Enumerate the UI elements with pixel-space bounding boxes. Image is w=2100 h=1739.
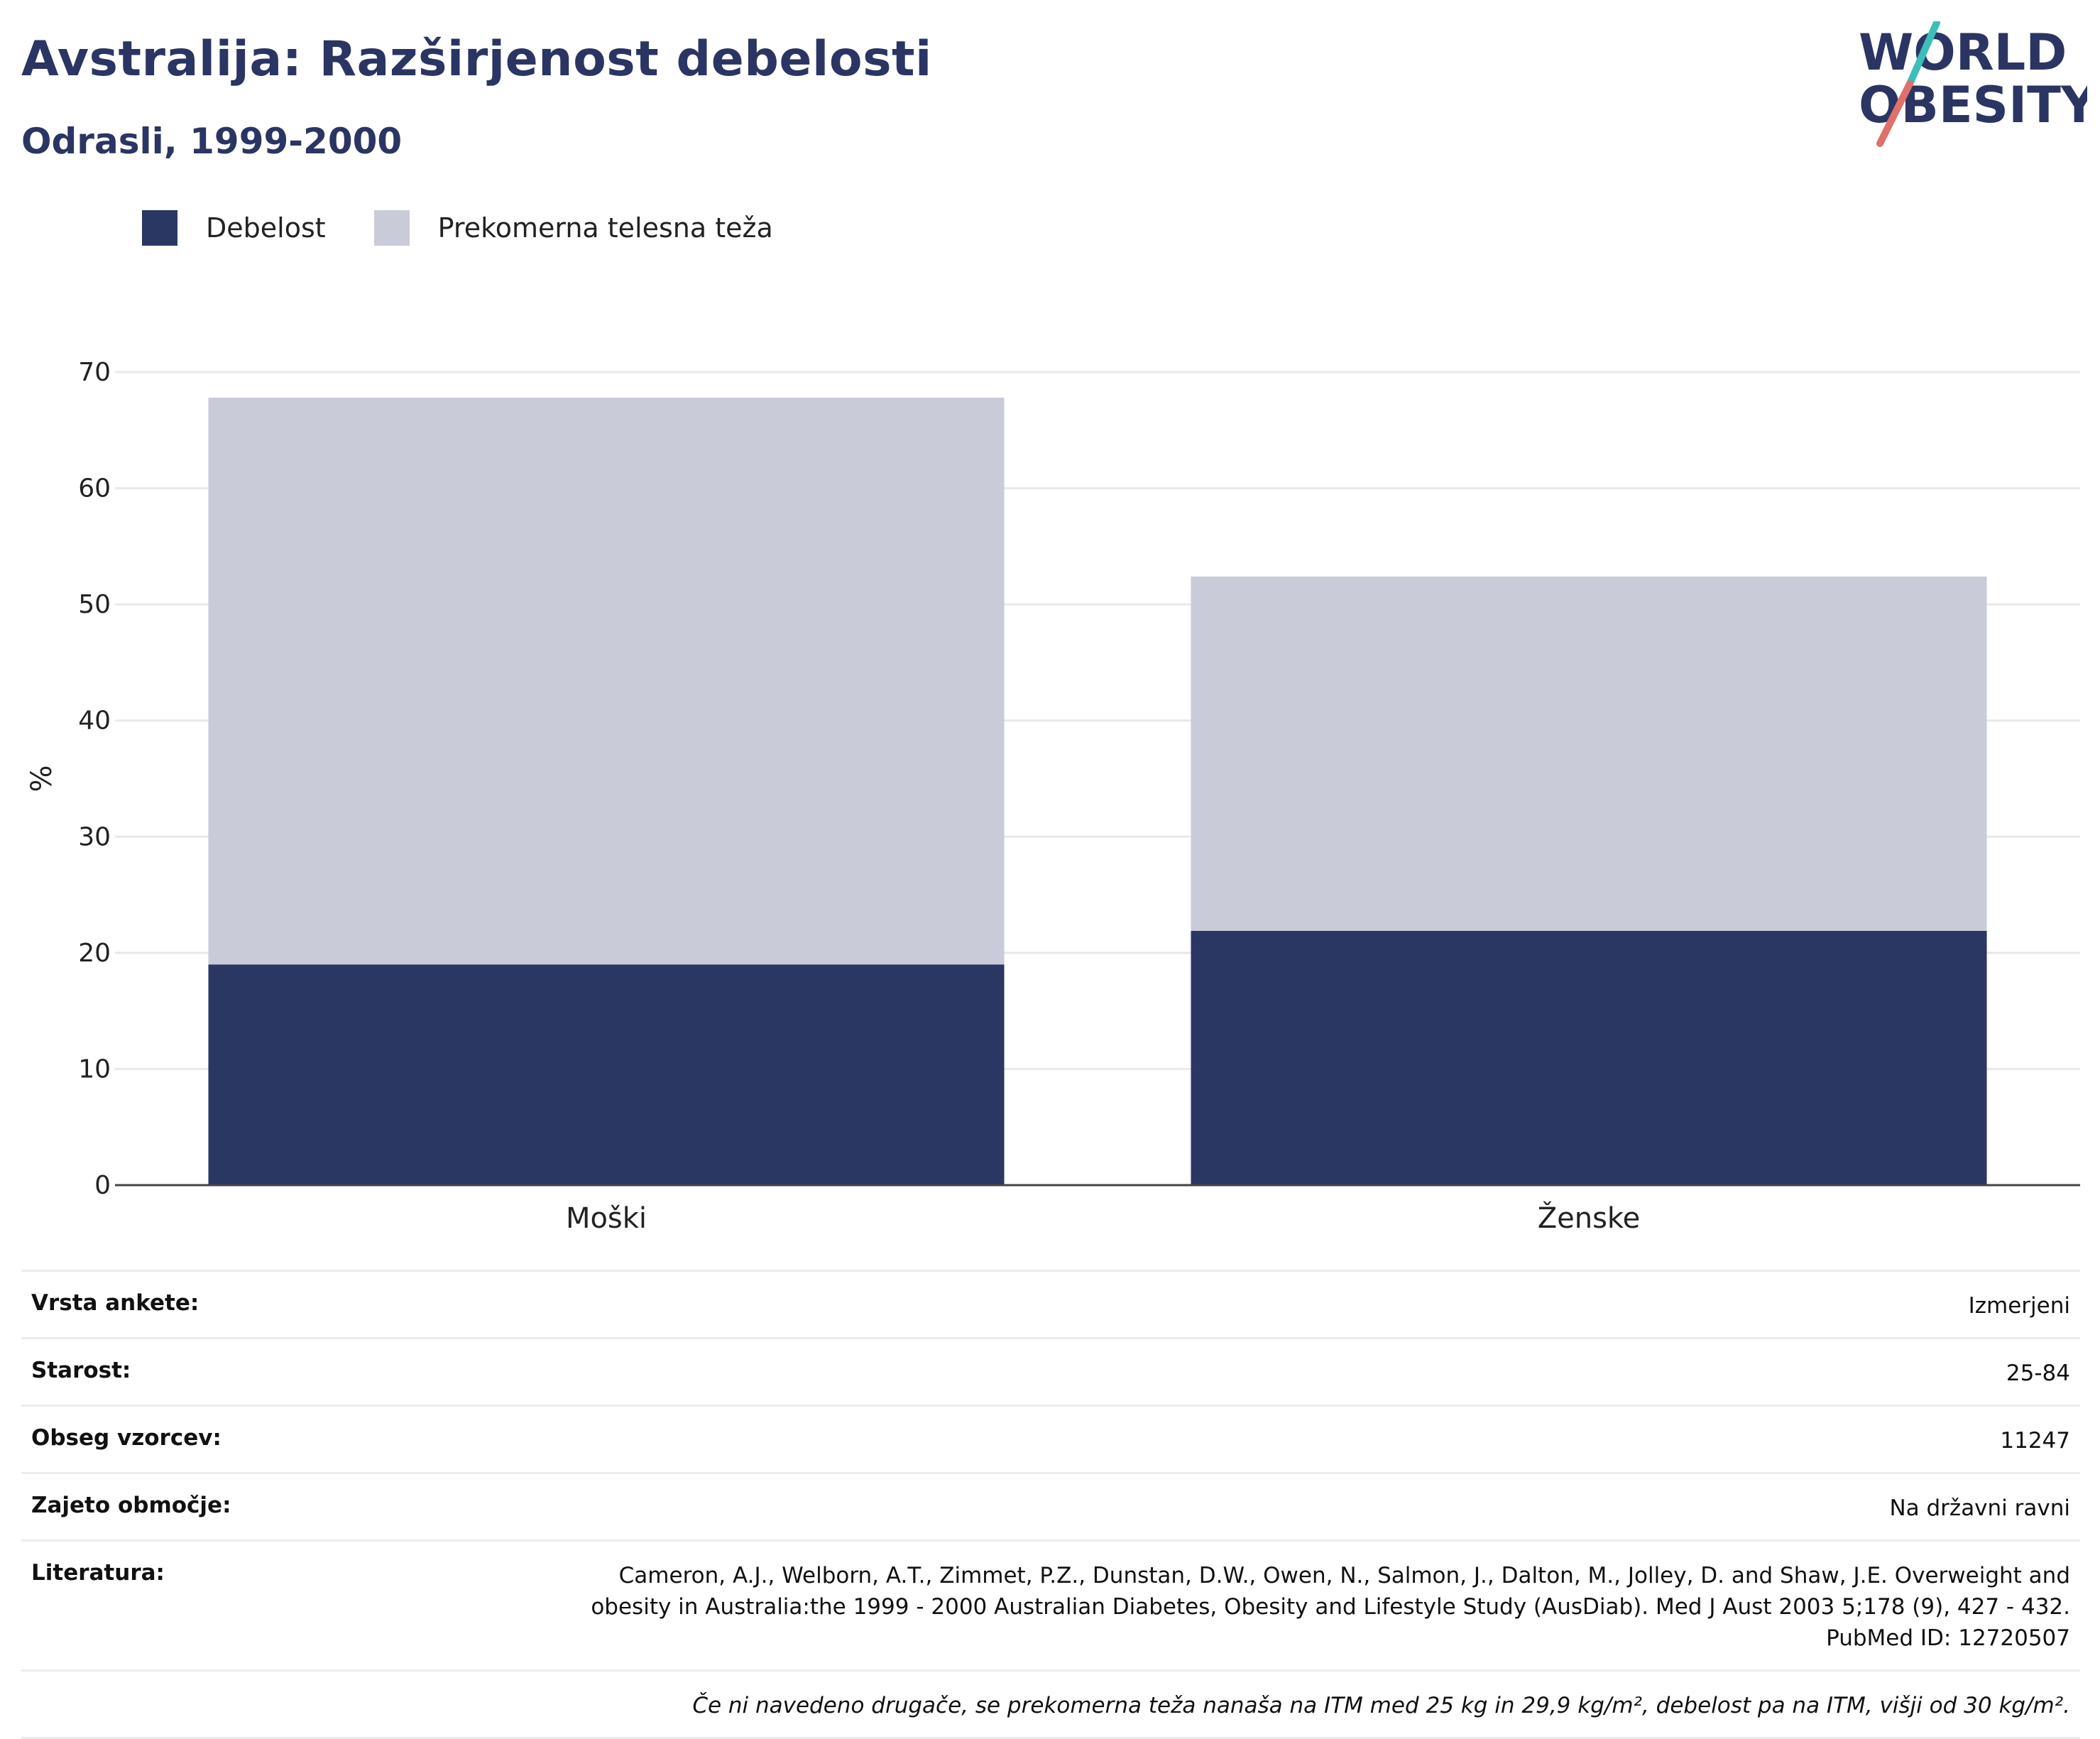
- info-row-literature: Literatura: Cameron, A.J., Welborn, A.T.…: [21, 1539, 2080, 1671]
- legend-swatch-overweight: [373, 210, 410, 246]
- y-tick-label: 10: [78, 1054, 111, 1084]
- y-tick-label: 20: [78, 939, 111, 968]
- bmi-definition-note: Če ni navedeno drugače, se prekomerna te…: [21, 1669, 2080, 1739]
- info-row-age: Starost: 25-84: [21, 1337, 2080, 1406]
- info-row-sample-size: Obseg vzorcev: 11247: [21, 1405, 2080, 1473]
- bar-obesity: [208, 964, 1005, 1185]
- info-key: Starost:: [21, 1337, 467, 1406]
- literature-line: obesity in Australia:the 1999 - 2000 Aus…: [591, 1594, 2070, 1620]
- info-value: Na državni ravni: [467, 1472, 2080, 1541]
- info-value: Izmerjeni: [467, 1270, 2080, 1339]
- literature-line: PubMed ID: 12720507: [1826, 1625, 2070, 1651]
- survey-info-table: Vrsta ankete: Izmerjeni Starost: 25-84 O…: [21, 1270, 2080, 1739]
- chart-title: Avstralija: Razširjenost debelosti: [21, 31, 932, 87]
- y-axis-label: %: [26, 765, 58, 792]
- info-row-coverage: Zajeto območje: Na državni ravni: [21, 1472, 2080, 1541]
- legend-label-overweight: Prekomerna telesna teža: [437, 212, 773, 244]
- x-category-label: Moški: [566, 1202, 647, 1235]
- chart-subtitle: Odrasli, 1999-2000: [21, 121, 403, 162]
- info-key: Zajeto območje:: [21, 1472, 467, 1541]
- literature-line: Cameron, A.J., Welborn, A.T., Zimmet, P.…: [618, 1563, 2070, 1588]
- info-key: Vrsta ankete:: [21, 1270, 467, 1339]
- logo-text-world: WORLD: [1859, 23, 2067, 82]
- info-row-note: Če ni navedeno drugače, se prekomerna te…: [21, 1669, 2080, 1739]
- chart-legend: Debelost Prekomerna telesna teža: [142, 210, 821, 246]
- y-tick-label: 0: [94, 1171, 111, 1200]
- y-tick-label: 70: [78, 358, 111, 387]
- info-row-survey-type: Vrsta ankete: Izmerjeni: [21, 1270, 2080, 1339]
- y-tick-label: 30: [78, 822, 111, 851]
- y-tick-label: 60: [78, 474, 111, 503]
- info-value: 25-84: [467, 1337, 2080, 1406]
- info-key: Obseg vzorcev:: [21, 1405, 467, 1473]
- legend-item-overweight: Prekomerna telesna teža: [373, 210, 773, 246]
- logo-text-obesity: OBESITY: [1859, 76, 2087, 134]
- info-value-literature: Cameron, A.J., Welborn, A.T., Zimmet, P.…: [467, 1539, 2080, 1671]
- stacked-bar-chart: 0 10 20 30 40 50 60 70 Moški Ženske%: [26, 358, 2080, 1235]
- world-obesity-logo: WORLD OBESITY: [1859, 21, 2087, 147]
- info-key: Literatura:: [21, 1539, 467, 1671]
- x-category-label: Ženske: [1538, 1201, 1641, 1235]
- legend-swatch-obesity: [142, 210, 177, 246]
- y-tick-label: 40: [78, 707, 111, 736]
- legend-label-obesity: Debelost: [206, 212, 326, 244]
- bar-obesity: [1191, 930, 1987, 1185]
- legend-item-obesity: Debelost: [142, 210, 326, 246]
- y-tick-label: 50: [78, 590, 111, 619]
- bar-overweight: [1191, 576, 1987, 931]
- info-value: 11247: [467, 1405, 2080, 1473]
- bar-overweight: [208, 397, 1005, 965]
